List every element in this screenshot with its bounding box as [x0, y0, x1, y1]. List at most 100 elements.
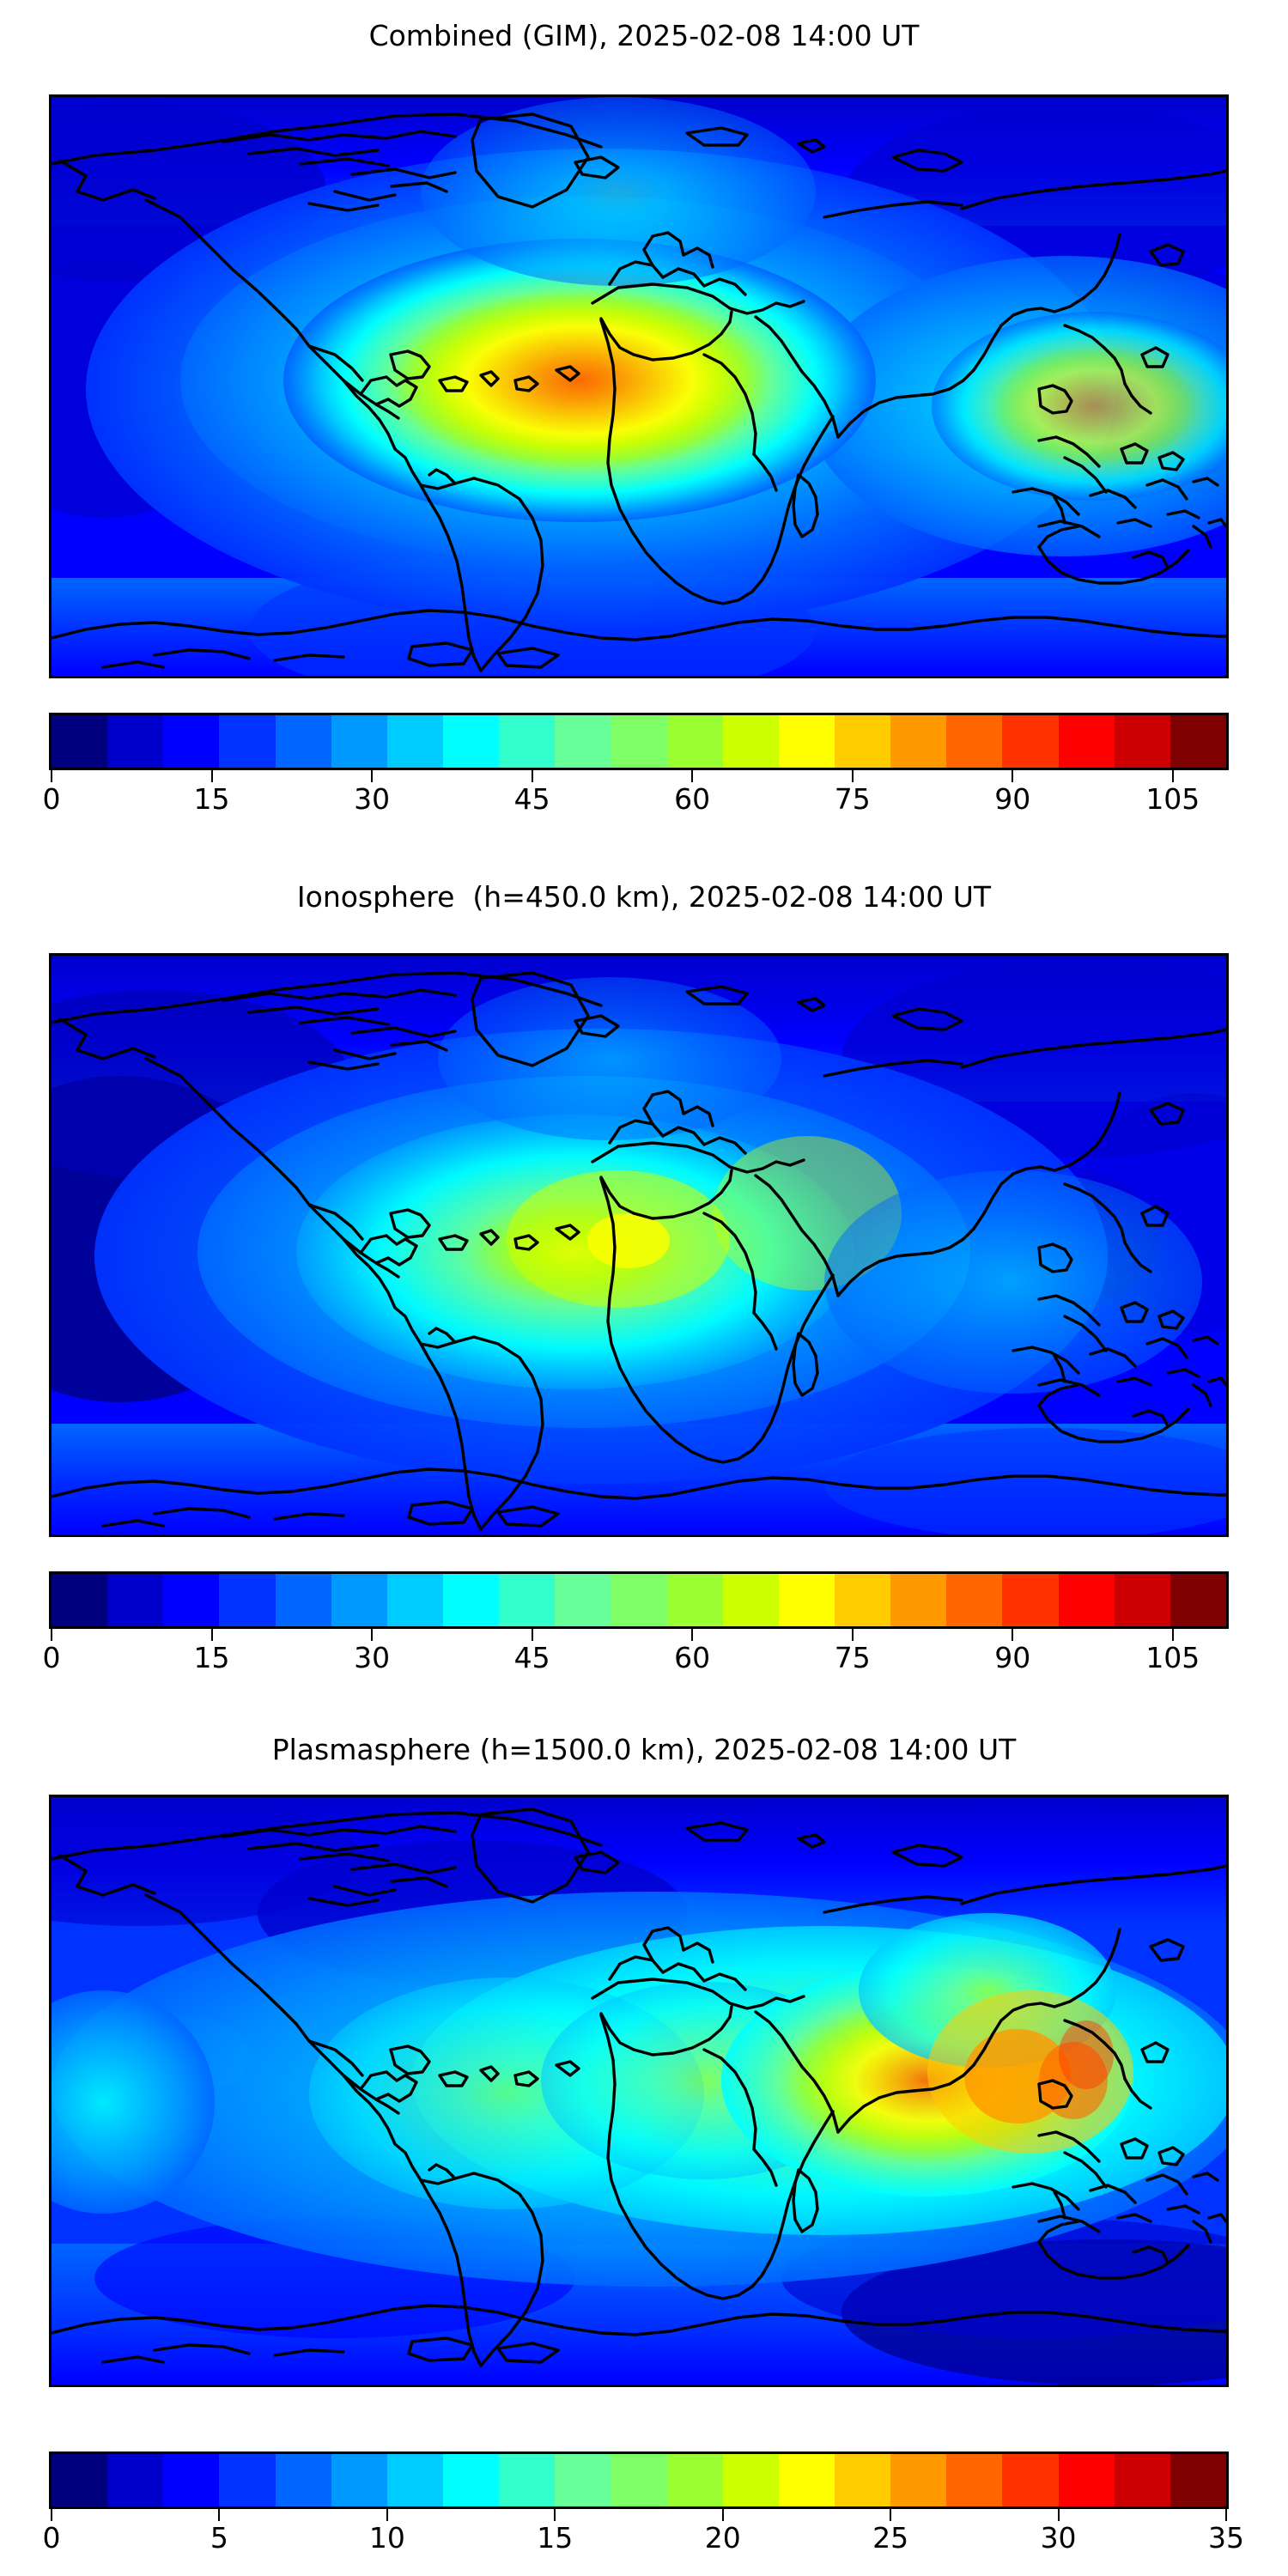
- colorbar-combined-ticks: [49, 770, 1229, 782]
- panel-title-plasmasphere: Plasmasphere (h=1500.0 km), 2025-02-08 1…: [271, 1733, 1017, 1766]
- colorbar-tick: [51, 1629, 52, 1641]
- colorbar-tick: [1012, 1629, 1014, 1641]
- panel-title-ionosphere: Ionosphere (h=450.0 km), 2025-02-08 14:0…: [296, 880, 992, 914]
- map-combined-svg: [52, 97, 1226, 676]
- colorbar-tick-label: 90: [994, 782, 1031, 816]
- colorbar-tick: [851, 770, 854, 782]
- colorbar-tick-label: 30: [1040, 2521, 1077, 2555]
- map-combined: [49, 94, 1229, 678]
- colorbar-tick: [1012, 770, 1014, 782]
- colorbar-band: [386, 2454, 443, 2506]
- colorbar-band: [555, 1574, 611, 1626]
- colorbar-band: [331, 1574, 387, 1626]
- colorbar-tick-label: 75: [834, 1641, 871, 1674]
- colorbar-band: [275, 1574, 331, 1626]
- colorbar-band: [1002, 1574, 1059, 1626]
- colorbar-tick: [218, 2509, 221, 2521]
- colorbar-band: [611, 1574, 667, 1626]
- colorbar-combined-labels: 0 15 30 45 60 75 90 105: [43, 782, 1229, 820]
- colorbar-band: [611, 2454, 667, 2506]
- colorbar-tick-label: 90: [994, 1641, 1031, 1674]
- colorbar-band: [107, 2454, 164, 2506]
- colorbar-band: [219, 1574, 276, 1626]
- colorbar-tick-label: 45: [513, 782, 550, 816]
- colorbar-band: [1058, 1574, 1115, 1626]
- colorbar-band: [834, 715, 891, 768]
- colorbar-tick-label: 15: [193, 782, 230, 816]
- colorbar-band: [163, 2454, 220, 2506]
- colorbar-band: [52, 715, 108, 768]
- map-plasmasphere-svg: [52, 1797, 1226, 2385]
- colorbar-tick-label: 0: [42, 782, 61, 816]
- colorbar-tick-label: 45: [513, 1641, 550, 1674]
- colorbar-band: [611, 715, 667, 768]
- colorbar-tick-label: 30: [354, 1641, 391, 1674]
- colorbar-tick: [1057, 2509, 1060, 2521]
- colorbar-band: [666, 715, 723, 768]
- map-ionosphere: [49, 953, 1229, 1537]
- colorbar-band: [946, 2454, 1003, 2506]
- colorbar-tick-label: 0: [42, 1641, 61, 1674]
- colorbar-tick: [851, 1629, 854, 1641]
- colorbar-band: [666, 2454, 723, 2506]
- colorbar-tick-label: 20: [704, 2521, 741, 2555]
- colorbar-tick-label: 105: [1145, 782, 1200, 816]
- colorbar-band: [442, 715, 500, 768]
- colorbar-tick: [691, 1629, 694, 1641]
- colorbar-band: [1170, 715, 1226, 768]
- colorbar-band: [946, 1574, 1003, 1626]
- colorbar-tick: [1171, 770, 1174, 782]
- colorbar-plasmasphere: 0 5 10 15 20 25 30 35: [43, 2451, 1244, 2559]
- colorbar-band: [1114, 2454, 1170, 2506]
- colorbar-tick-label: 5: [210, 2521, 228, 2555]
- colorbar-band: [107, 1574, 164, 1626]
- colorbar-tick-label: 35: [1208, 2521, 1244, 2555]
- colorbar-band: [331, 2454, 387, 2506]
- colorbar-band: [219, 715, 276, 768]
- colorbar-band: [666, 1574, 723, 1626]
- colorbar-band: [499, 1574, 556, 1626]
- colorbar-band: [1170, 2454, 1226, 2506]
- colorbar-tick: [210, 770, 213, 782]
- colorbar-tick: [371, 1629, 374, 1641]
- colorbar-band: [1002, 715, 1059, 768]
- colorbar-band: [834, 2454, 891, 2506]
- colorbar-tick-label: 15: [193, 1641, 230, 1674]
- colorbar-band: [946, 715, 1003, 768]
- colorbar-band: [555, 715, 611, 768]
- colorbar-band: [778, 1574, 835, 1626]
- colorbar-band: [890, 715, 947, 768]
- colorbar-band: [722, 2454, 779, 2506]
- colorbar-band: [778, 2454, 835, 2506]
- colorbar-tick-label: 0: [42, 2521, 61, 2555]
- colorbar-band: [834, 1574, 891, 1626]
- colorbar-band: [499, 715, 556, 768]
- colorbar-band: [52, 2454, 108, 2506]
- colorbar-tick: [386, 2509, 388, 2521]
- colorbar-tick: [531, 770, 533, 782]
- colorbar-band: [386, 715, 443, 768]
- colorbar-tick: [51, 770, 52, 782]
- colorbar-band: [1114, 715, 1170, 768]
- panel-title-combined: Combined (GIM), 2025-02-08 14:00 UT: [368, 19, 920, 52]
- colorbar-ionosphere-bar: [49, 1571, 1229, 1629]
- colorbar-band: [722, 1574, 779, 1626]
- colorbar-band: [778, 715, 835, 768]
- colorbar-tick: [691, 770, 694, 782]
- colorbar-band: [555, 2454, 611, 2506]
- colorbar-band: [107, 715, 164, 768]
- colorbar-tick-label: 15: [537, 2521, 574, 2555]
- colorbar-band: [442, 1574, 500, 1626]
- colorbar-tick: [721, 2509, 724, 2521]
- colorbar-tick: [531, 1629, 533, 1641]
- colorbar-band: [1058, 715, 1115, 768]
- colorbar-tick: [371, 770, 374, 782]
- colorbar-combined: 0 15 30 45 60 75 90 105: [43, 713, 1229, 820]
- colorbar-tick: [1171, 1629, 1174, 1641]
- colorbar-plasmasphere-ticks: [49, 2509, 1229, 2521]
- colorbar-tick-label: 60: [674, 782, 711, 816]
- colorbar-band: [163, 1574, 220, 1626]
- colorbar-band: [890, 2454, 947, 2506]
- colorbar-band: [386, 1574, 443, 1626]
